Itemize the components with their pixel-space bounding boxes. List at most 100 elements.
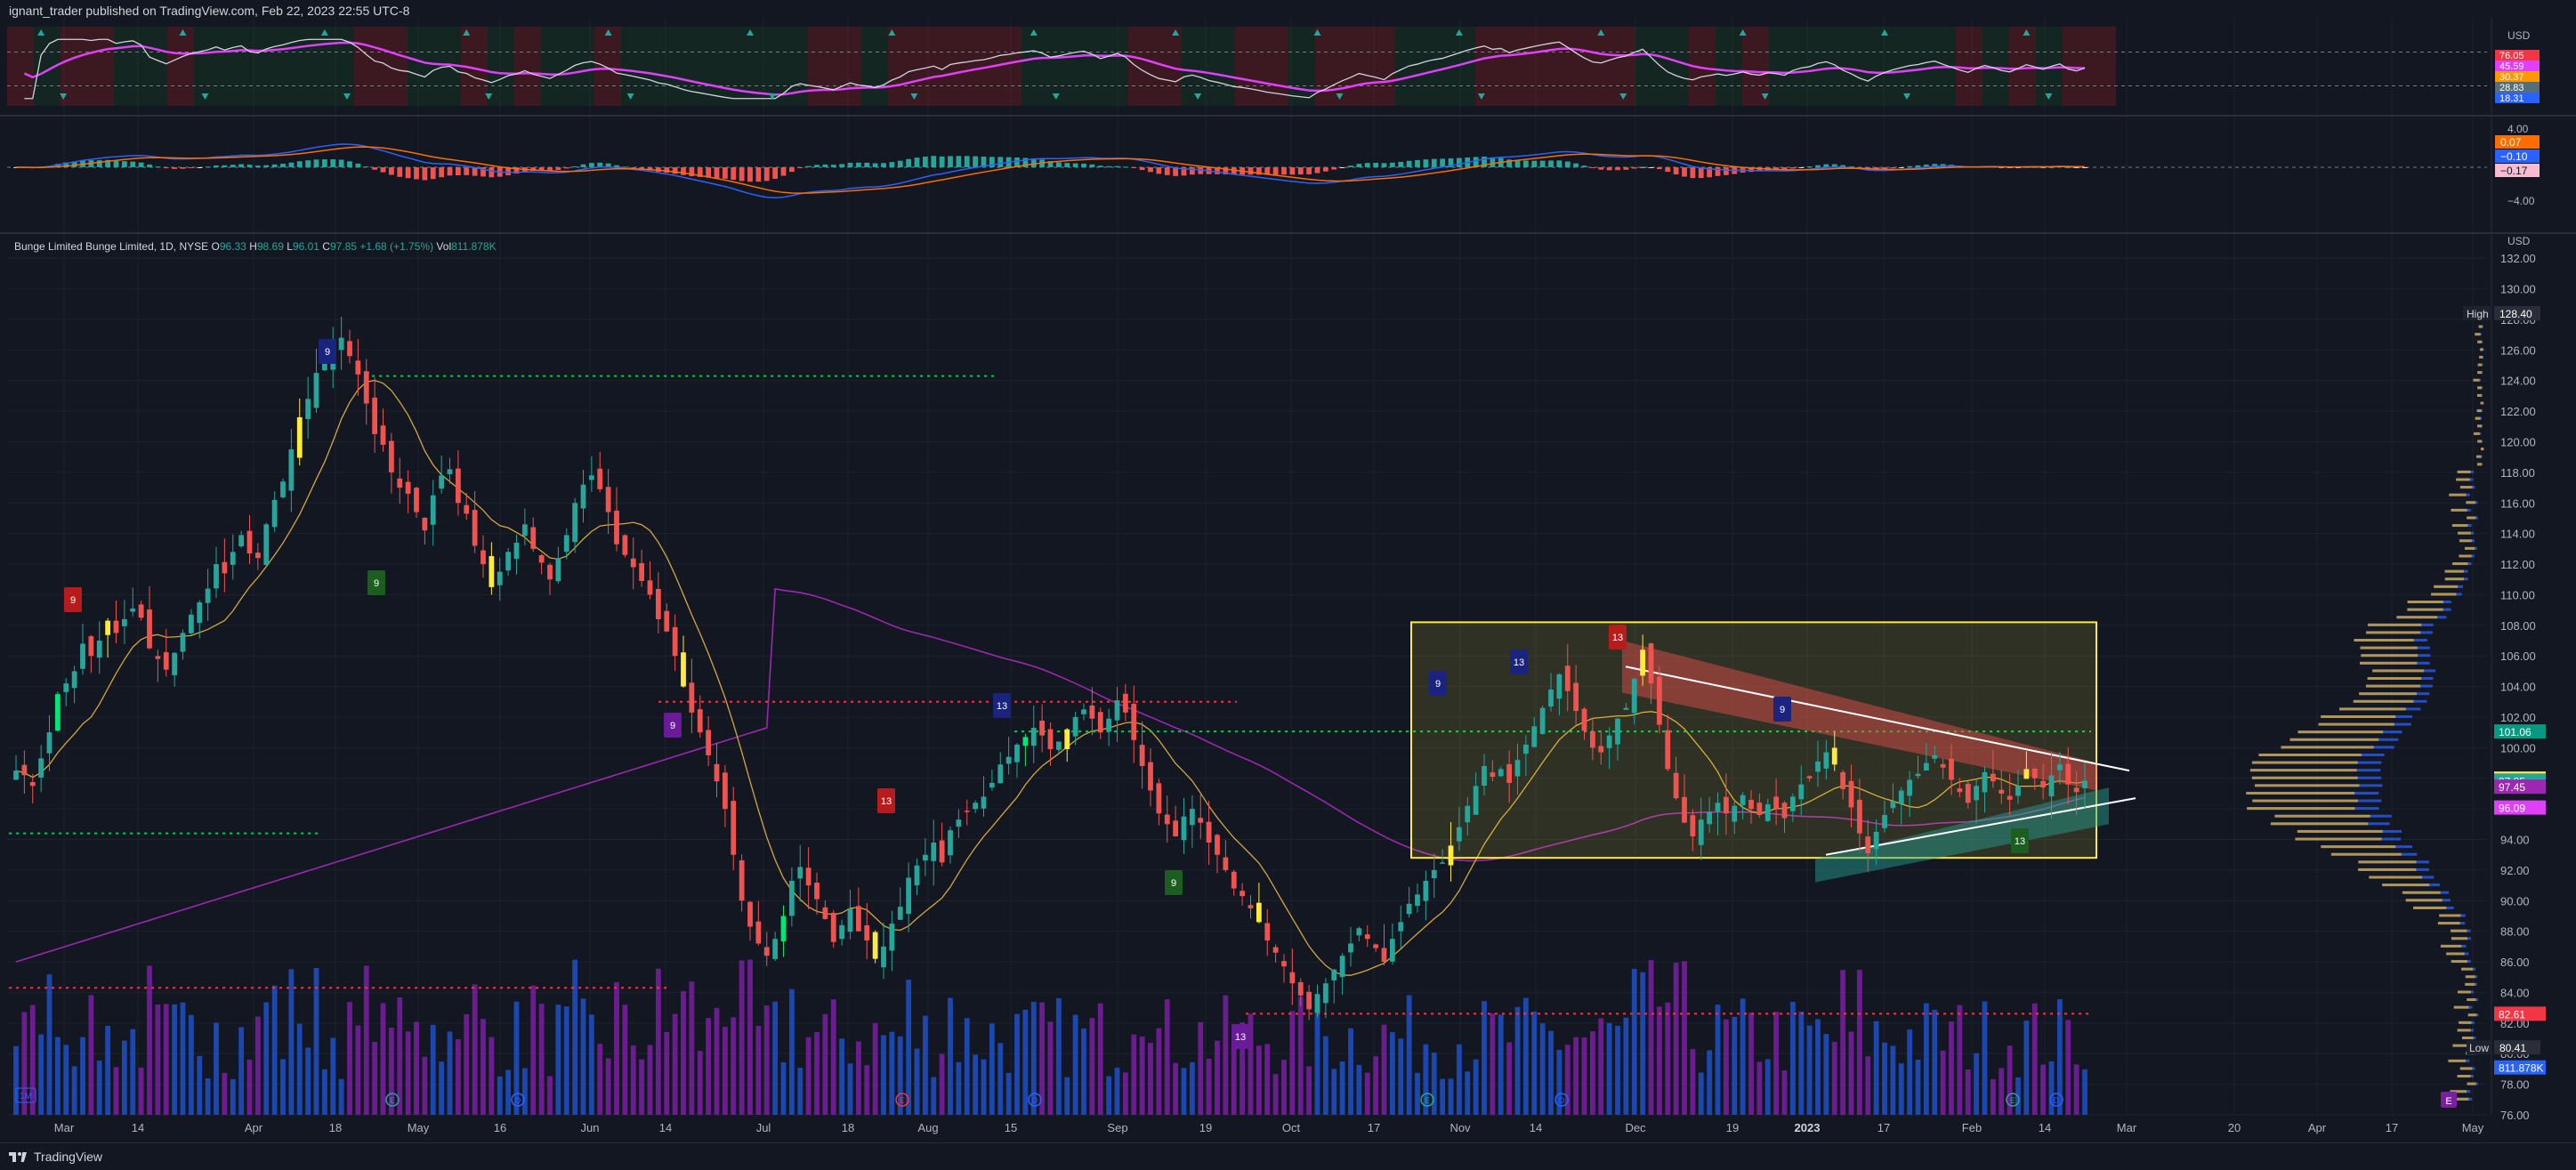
volume-bar bbox=[1415, 1072, 1420, 1115]
price-badge-text: 97.45 bbox=[2499, 781, 2525, 794]
volume-bar bbox=[29, 1005, 36, 1115]
rsi-zone bbox=[2063, 27, 2089, 106]
rsi-zone bbox=[1102, 27, 1128, 106]
volume-bar bbox=[1331, 1069, 1337, 1115]
candle-body bbox=[872, 932, 878, 959]
candle-body bbox=[647, 580, 653, 595]
volume-bar bbox=[80, 1037, 85, 1115]
volume-bar bbox=[2082, 1069, 2087, 1115]
rsi-zone bbox=[301, 27, 327, 106]
grid bbox=[7, 18, 2487, 1116]
rsi-down-triangle bbox=[1761, 93, 1769, 100]
candle-body bbox=[1415, 894, 1420, 907]
candle-body bbox=[1072, 716, 1078, 737]
volume-bar bbox=[597, 1044, 603, 1115]
volume-profile-bar-down bbox=[2475, 416, 2481, 420]
price-axis-tick: 118.00 bbox=[2500, 466, 2535, 480]
tradingview-logo[interactable]: TradingView bbox=[9, 1150, 102, 1164]
time-axis: Mar 14 Apr 18 May 16 Jun 14 Jul 18 Aug 15 Sep 19 Oct 17… bbox=[54, 1121, 2484, 1134]
symbol-info-low: 96.01 bbox=[293, 240, 319, 253]
price-axis-tick: 88.00 bbox=[2500, 925, 2530, 939]
volume-profile-bar-down bbox=[2251, 761, 2358, 764]
candle-body bbox=[630, 558, 636, 568]
macd-histogram-bar bbox=[1156, 167, 1162, 174]
candle-body bbox=[263, 524, 270, 565]
candle-body bbox=[338, 337, 344, 351]
volume-bar bbox=[822, 1013, 828, 1115]
rsi-zone bbox=[1876, 27, 1902, 106]
candle-body bbox=[271, 499, 278, 528]
td-sequential-label bbox=[877, 788, 895, 813]
macd-histogram-bar bbox=[1106, 165, 1112, 167]
td-sequential-label bbox=[319, 339, 336, 364]
volume-bar bbox=[1615, 1025, 1620, 1115]
candle-body bbox=[864, 924, 870, 940]
volume-bar bbox=[1206, 1058, 1212, 1115]
volume-bar bbox=[1364, 1072, 1370, 1115]
volume-bar bbox=[355, 1025, 361, 1115]
candle-body bbox=[71, 671, 77, 689]
volume-bar bbox=[1322, 1036, 1328, 1115]
volume-profile-bar-down bbox=[2372, 669, 2425, 673]
candle-body bbox=[814, 883, 820, 900]
macd-histogram-bar bbox=[330, 159, 336, 167]
volume-bar bbox=[330, 1037, 336, 1115]
candle-body bbox=[180, 633, 186, 652]
volume-bar bbox=[21, 1012, 28, 1115]
price-axis: USD132.00130.00128.00126.00124.00122.001… bbox=[2463, 235, 2546, 1122]
macd-histogram-bar bbox=[1081, 163, 1086, 167]
rsi-line bbox=[24, 38, 2086, 100]
macd-histogram-bar bbox=[681, 167, 686, 175]
macd-histogram-bar bbox=[1348, 165, 1353, 167]
candle-body bbox=[1406, 903, 1412, 915]
macd-histogram-bar bbox=[105, 159, 111, 167]
price-axis-tick: 120.00 bbox=[2500, 436, 2536, 449]
rsi-zone bbox=[835, 27, 861, 106]
candle-body bbox=[497, 571, 503, 585]
candle-body bbox=[513, 542, 520, 560]
volume-bar bbox=[855, 1041, 861, 1115]
time-axis-label: 19 bbox=[1199, 1121, 1212, 1134]
candle-body bbox=[1698, 819, 1704, 845]
macd-histogram-bar bbox=[973, 156, 979, 167]
volume-bar bbox=[1465, 1071, 1471, 1115]
volume-bar bbox=[1648, 960, 1654, 1115]
candle-body bbox=[755, 921, 762, 944]
volume-profile-bar-down bbox=[2480, 401, 2483, 405]
candle-body bbox=[1907, 779, 1913, 796]
rsi-zone bbox=[1342, 27, 1369, 106]
td-sequential-label bbox=[2011, 828, 2029, 853]
volume-bar bbox=[1231, 1043, 1237, 1115]
volume-profile-bar-down bbox=[2457, 470, 2471, 473]
time-axis-label: Feb bbox=[1962, 1121, 1982, 1134]
candle-body bbox=[772, 939, 779, 959]
macd-line bbox=[15, 143, 2086, 198]
volume-bar bbox=[1707, 1050, 1713, 1115]
macd-histogram-bar bbox=[54, 164, 61, 167]
price-axis-tick: 132.00 bbox=[2500, 252, 2536, 265]
volume-bar bbox=[1581, 1037, 1587, 1115]
volume-bar bbox=[1498, 1014, 1504, 1115]
volume-profile-bar-down bbox=[2477, 371, 2483, 375]
volume-profile-bar-down bbox=[2476, 409, 2482, 413]
volume-bar bbox=[1106, 1076, 1112, 1115]
macd-histogram-bar bbox=[63, 162, 69, 167]
event-marker-text: E bbox=[1425, 1096, 1430, 1105]
volume-bar bbox=[922, 1015, 928, 1115]
volume-bar bbox=[1281, 1060, 1287, 1115]
macd-histogram-bar bbox=[1173, 167, 1179, 176]
time-axis-label: 17 bbox=[2386, 1121, 2398, 1134]
volume-profile-bar-down bbox=[2407, 601, 2443, 604]
volume-bar bbox=[1122, 1072, 1128, 1115]
time-axis-label: 2023 bbox=[1795, 1121, 1821, 1134]
event-marker-earnings-icon bbox=[1420, 1093, 1434, 1107]
symbol-info-vol: 811.878K bbox=[451, 240, 497, 253]
candle-body bbox=[1999, 789, 2005, 794]
macd-histogram-bar bbox=[388, 167, 394, 175]
volume-bar bbox=[1831, 1041, 1837, 1115]
volume-bar bbox=[1656, 1006, 1662, 1115]
macd-axis-tick: 4.00 bbox=[2507, 123, 2529, 135]
volume-profile-bar-down bbox=[2451, 508, 2467, 512]
td-sequential-label bbox=[64, 587, 82, 612]
